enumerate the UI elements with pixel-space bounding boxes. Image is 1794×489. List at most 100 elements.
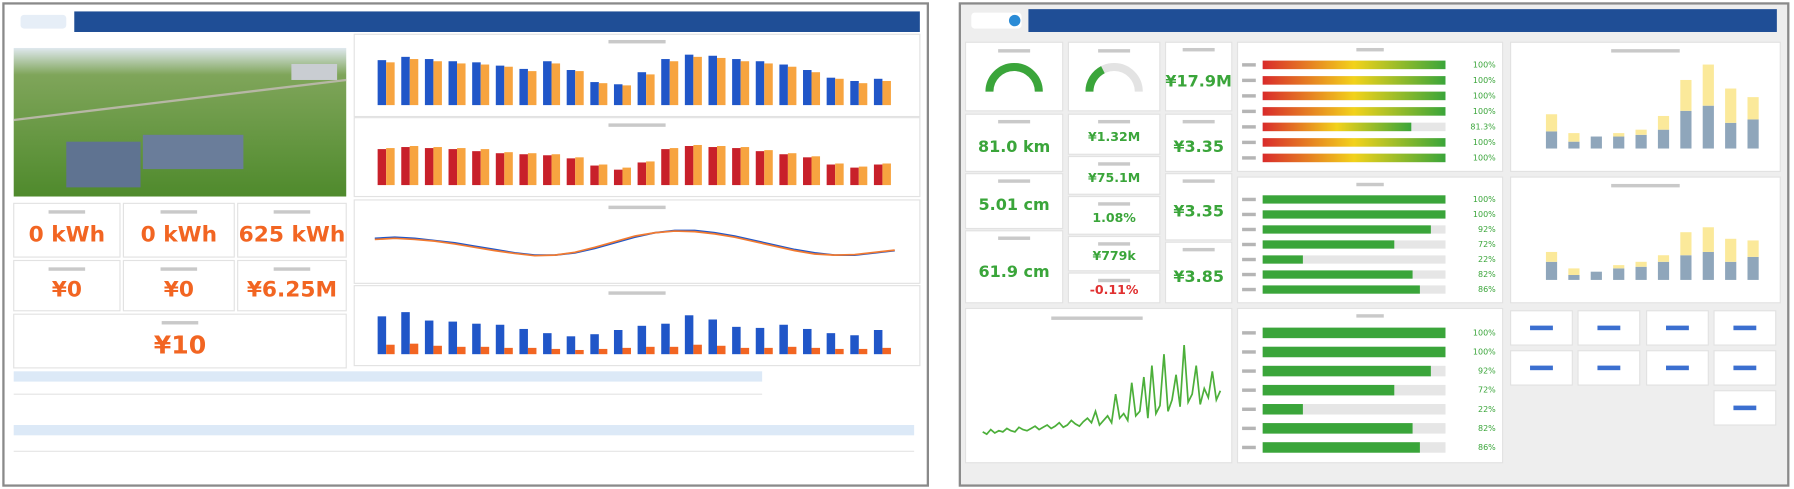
stacked-bar xyxy=(1725,238,1737,262)
value-label: 100% xyxy=(1473,60,1496,69)
card-label xyxy=(1098,278,1131,283)
card-label xyxy=(160,267,198,271)
hbar xyxy=(1262,60,1446,70)
bar xyxy=(590,165,599,186)
nav-button-label[interactable] xyxy=(1733,405,1757,411)
metric-card xyxy=(1164,241,1233,304)
kpi-value: ¥0 xyxy=(164,278,194,303)
nav-button-label[interactable] xyxy=(1733,325,1757,331)
bar xyxy=(613,330,623,355)
value-label: 92% xyxy=(1478,225,1496,234)
stacked-bar xyxy=(1568,268,1580,275)
row-label xyxy=(1242,388,1256,392)
hbar xyxy=(1262,270,1413,279)
bar xyxy=(850,80,859,106)
row-label xyxy=(1242,63,1256,67)
line xyxy=(374,230,895,257)
card-label xyxy=(273,267,311,271)
bar xyxy=(527,153,537,186)
bar xyxy=(669,346,679,355)
bar xyxy=(661,323,670,355)
value-label: 100% xyxy=(1473,210,1496,219)
bar xyxy=(873,330,883,355)
value-label: 100% xyxy=(1473,153,1496,162)
bar xyxy=(661,149,670,186)
right-header xyxy=(1028,9,1777,32)
nav-button-label[interactable] xyxy=(1530,325,1553,331)
nav-button-label[interactable] xyxy=(1666,365,1689,371)
bar xyxy=(779,64,788,106)
bar xyxy=(811,156,821,186)
nav-button-label[interactable] xyxy=(1530,365,1553,371)
bar xyxy=(716,345,726,355)
card-label xyxy=(1611,183,1680,188)
kpi-value: 0 kWh xyxy=(29,223,105,248)
bar xyxy=(740,347,750,355)
bar xyxy=(803,70,812,106)
bar xyxy=(575,349,584,355)
card-label xyxy=(1098,49,1131,53)
gauge-card xyxy=(1067,41,1161,112)
card-label xyxy=(160,210,198,214)
value-label: 100% xyxy=(1473,107,1496,116)
stacked-bar xyxy=(1680,79,1692,111)
bar xyxy=(401,147,410,186)
bar xyxy=(779,324,788,355)
metric-value: ¥75.1M xyxy=(1088,170,1140,185)
bar xyxy=(716,146,726,186)
bar xyxy=(519,328,528,355)
bar xyxy=(858,166,868,186)
value-label: 100% xyxy=(1473,347,1496,356)
bar xyxy=(740,61,750,106)
nav-button-label[interactable] xyxy=(1733,365,1757,371)
hbar xyxy=(1262,404,1303,415)
nav-button-label[interactable] xyxy=(1597,325,1621,331)
bar xyxy=(622,347,631,355)
card-label xyxy=(608,291,666,295)
bar xyxy=(835,163,844,186)
bar xyxy=(386,148,395,186)
table-header xyxy=(13,371,763,382)
bar xyxy=(755,61,765,106)
card-label xyxy=(1182,247,1215,252)
bar xyxy=(409,59,419,106)
bar xyxy=(495,65,505,106)
chart-card xyxy=(353,117,921,198)
stacked-bar xyxy=(1702,64,1714,106)
card-label xyxy=(1182,119,1215,124)
card-label xyxy=(1356,314,1384,318)
card-label xyxy=(1051,316,1143,320)
card-label xyxy=(1182,47,1215,52)
card-label xyxy=(998,49,1031,53)
nav-button-label[interactable] xyxy=(1597,365,1621,371)
row-label xyxy=(1242,426,1256,431)
bar xyxy=(472,151,481,186)
bar xyxy=(598,164,608,186)
card-label xyxy=(1098,119,1131,124)
card-label xyxy=(998,236,1031,240)
bar xyxy=(646,161,655,186)
bar xyxy=(575,71,584,106)
left-header xyxy=(74,11,920,32)
hbar xyxy=(1262,442,1420,453)
value-label: 22% xyxy=(1478,255,1496,264)
bar xyxy=(826,164,836,186)
card-label xyxy=(161,321,199,325)
bar xyxy=(480,64,490,106)
bar xyxy=(566,336,576,355)
nav-button-label[interactable] xyxy=(1666,325,1689,331)
stacked-bar xyxy=(1702,251,1714,280)
card-label xyxy=(1098,202,1131,206)
bar xyxy=(787,153,797,186)
kpi-value: ¥6.25M xyxy=(247,278,337,303)
stacked-bar xyxy=(1635,129,1647,135)
bar xyxy=(693,56,702,106)
bar xyxy=(716,57,726,106)
bar xyxy=(764,63,773,106)
bar xyxy=(448,149,458,186)
metric-card xyxy=(1164,113,1233,172)
bar xyxy=(693,144,702,186)
stacked-bar xyxy=(1613,133,1625,137)
hbar xyxy=(1262,384,1395,396)
